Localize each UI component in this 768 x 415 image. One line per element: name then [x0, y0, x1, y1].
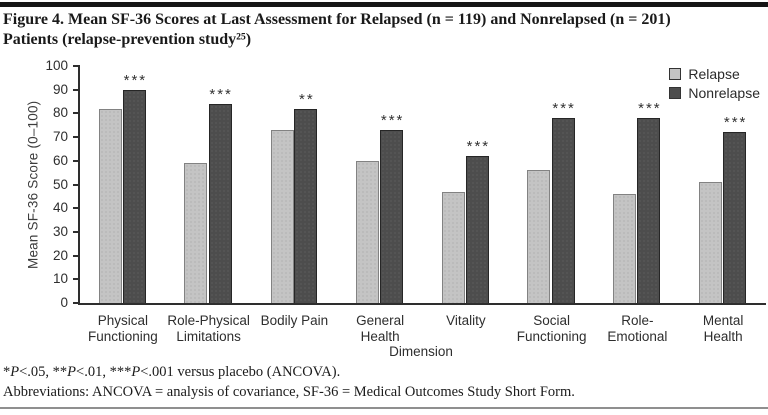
x-tick-label: Mental Health — [702, 313, 744, 344]
top-rule — [0, 2, 768, 7]
bar-column — [698, 66, 722, 303]
y-tick-label: 90 — [52, 81, 68, 97]
bar-relapse-vitality — [441, 191, 465, 303]
bar-column — [184, 66, 208, 303]
y-tick-mark — [73, 136, 80, 139]
y-tick-mark — [73, 254, 80, 257]
bar-relapse-mental-health — [698, 182, 722, 303]
bar-column — [613, 66, 637, 303]
bar-group-general-health: *** General Health — [337, 66, 423, 344]
legend-item-nonrelapse: Nonrelapse — [669, 85, 760, 101]
bar-group-mental-health: *** Mental Health — [680, 66, 766, 344]
bar-groups: *** Physical Functioning *** Role-Physical … — [80, 66, 766, 344]
bar-nonrelapse-role-emotional — [637, 118, 661, 303]
bar-group-vitality: *** Vitality — [423, 66, 509, 328]
bar-relapse-role-physical-limitations — [184, 163, 208, 303]
bar-column — [441, 66, 465, 303]
y-tick-mark — [73, 88, 80, 91]
bar-nonrelapse-mental-health — [723, 132, 747, 303]
y-tick-label: 70 — [52, 129, 68, 145]
significance-marker: *** — [466, 138, 491, 156]
x-tick-label: Role- Emotional — [607, 313, 668, 344]
y-axis-label: Mean SF-36 Score (0–100) — [25, 100, 41, 269]
significance-marker: *** — [638, 100, 662, 118]
y-tick-mark — [73, 278, 80, 281]
bar-column — [355, 66, 379, 303]
bar-column — [98, 66, 122, 303]
x-tick-label: General Health — [356, 313, 405, 344]
bar-column: *** — [207, 66, 233, 303]
y-tick-mark — [73, 230, 80, 233]
bar-column: *** — [550, 66, 576, 303]
y-tick-mark — [73, 183, 80, 186]
bar-relapse-physical-functioning — [98, 108, 122, 303]
y-tick-label: 30 — [52, 223, 68, 239]
legend-item-relapse: Relapse — [669, 66, 760, 82]
significance-marker: *** — [723, 114, 748, 132]
bar-column: *** — [722, 66, 748, 303]
bar-nonrelapse-vitality — [465, 156, 489, 303]
significance-marker: *** — [209, 85, 233, 103]
bar-group-physical-functioning: *** Physical Functioning — [80, 66, 166, 344]
legend: Relapse Nonrelapse — [669, 66, 760, 101]
bar-relapse-role-emotional — [613, 193, 637, 303]
y-tick-mark — [73, 112, 80, 115]
y-tick-mark — [73, 65, 80, 67]
significance-marker: ** — [299, 90, 315, 108]
y-tick-label: 40 — [52, 200, 68, 216]
bar-relapse-general-health — [355, 160, 379, 303]
x-tick-label: Social Functioning — [516, 313, 587, 344]
x-tick-label: Bodily Pain — [260, 313, 329, 328]
y-tick-label: 80 — [52, 105, 68, 121]
bar-nonrelapse-general-health — [380, 130, 404, 303]
bar-column — [271, 66, 295, 303]
bar-column: *** — [636, 66, 662, 303]
y-tick-label: 60 — [52, 152, 68, 168]
nonrelapse-swatch — [669, 87, 682, 99]
footnote-significance: *P<.05, **P<.01, ***P<.001 versus placeb… — [3, 364, 341, 380]
bar-nonrelapse-bodily-pain — [294, 108, 318, 303]
y-tick-mark — [73, 159, 80, 162]
bar-relapse-social-functioning — [527, 170, 551, 303]
bar-nonrelapse-physical-functioning — [122, 89, 146, 303]
legend-label-relapse: Relapse — [688, 66, 740, 82]
significance-marker: *** — [380, 112, 405, 129]
y-tick-label: 100 — [45, 58, 68, 73]
y-tick-label: 50 — [52, 176, 68, 192]
bar-relapse-bodily-pain — [271, 130, 295, 303]
bar-group-social-functioning: *** Social Functioning — [509, 66, 595, 344]
x-tick-label: Physical Functioning — [87, 313, 158, 344]
figure-title: Figure 4. Mean SF-36 Scores at Last Asse… — [3, 11, 671, 48]
y-tick-mark — [73, 207, 80, 210]
bar-group-role-physical-limitations: *** Role-Physical Limitations — [166, 66, 252, 344]
x-axis-title: Dimension — [389, 344, 453, 359]
significance-marker: *** — [552, 100, 576, 118]
plot-area: 0 10 20 30 40 50 60 70 80 90 100 *** Physical Funct… — [45, 58, 766, 344]
relapse-swatch — [669, 68, 682, 80]
y-tick-mark — [73, 302, 80, 304]
legend-label-nonrelapse: Nonrelapse — [688, 85, 760, 101]
bottom-rule — [0, 407, 768, 409]
bar-nonrelapse-social-functioning — [551, 118, 575, 303]
bar-column — [527, 66, 551, 303]
bar-column: ** — [294, 66, 318, 303]
bar-group-role-emotional: *** Role- Emotional — [595, 66, 681, 344]
bar-group-bodily-pain: ** Bodily Pain — [252, 66, 338, 328]
bar-column: *** — [379, 66, 405, 303]
bar-column: *** — [122, 66, 148, 303]
significance-marker: *** — [123, 71, 148, 89]
x-tick-label: Role-Physical Limitations — [167, 313, 250, 344]
y-tick-label: 0 — [60, 295, 68, 310]
y-axis-ticks: 0 10 20 30 40 50 60 70 80 90 100 — [45, 58, 766, 310]
footnote-abbreviations: Abbreviations: ANCOVA = analysis of cova… — [3, 384, 575, 400]
bar-nonrelapse-role-physical-limitations — [208, 103, 232, 303]
y-tick-label: 20 — [52, 247, 68, 263]
bar-column: *** — [465, 66, 491, 303]
x-tick-label: Vitality — [446, 313, 486, 328]
y-tick-label: 10 — [52, 271, 68, 287]
